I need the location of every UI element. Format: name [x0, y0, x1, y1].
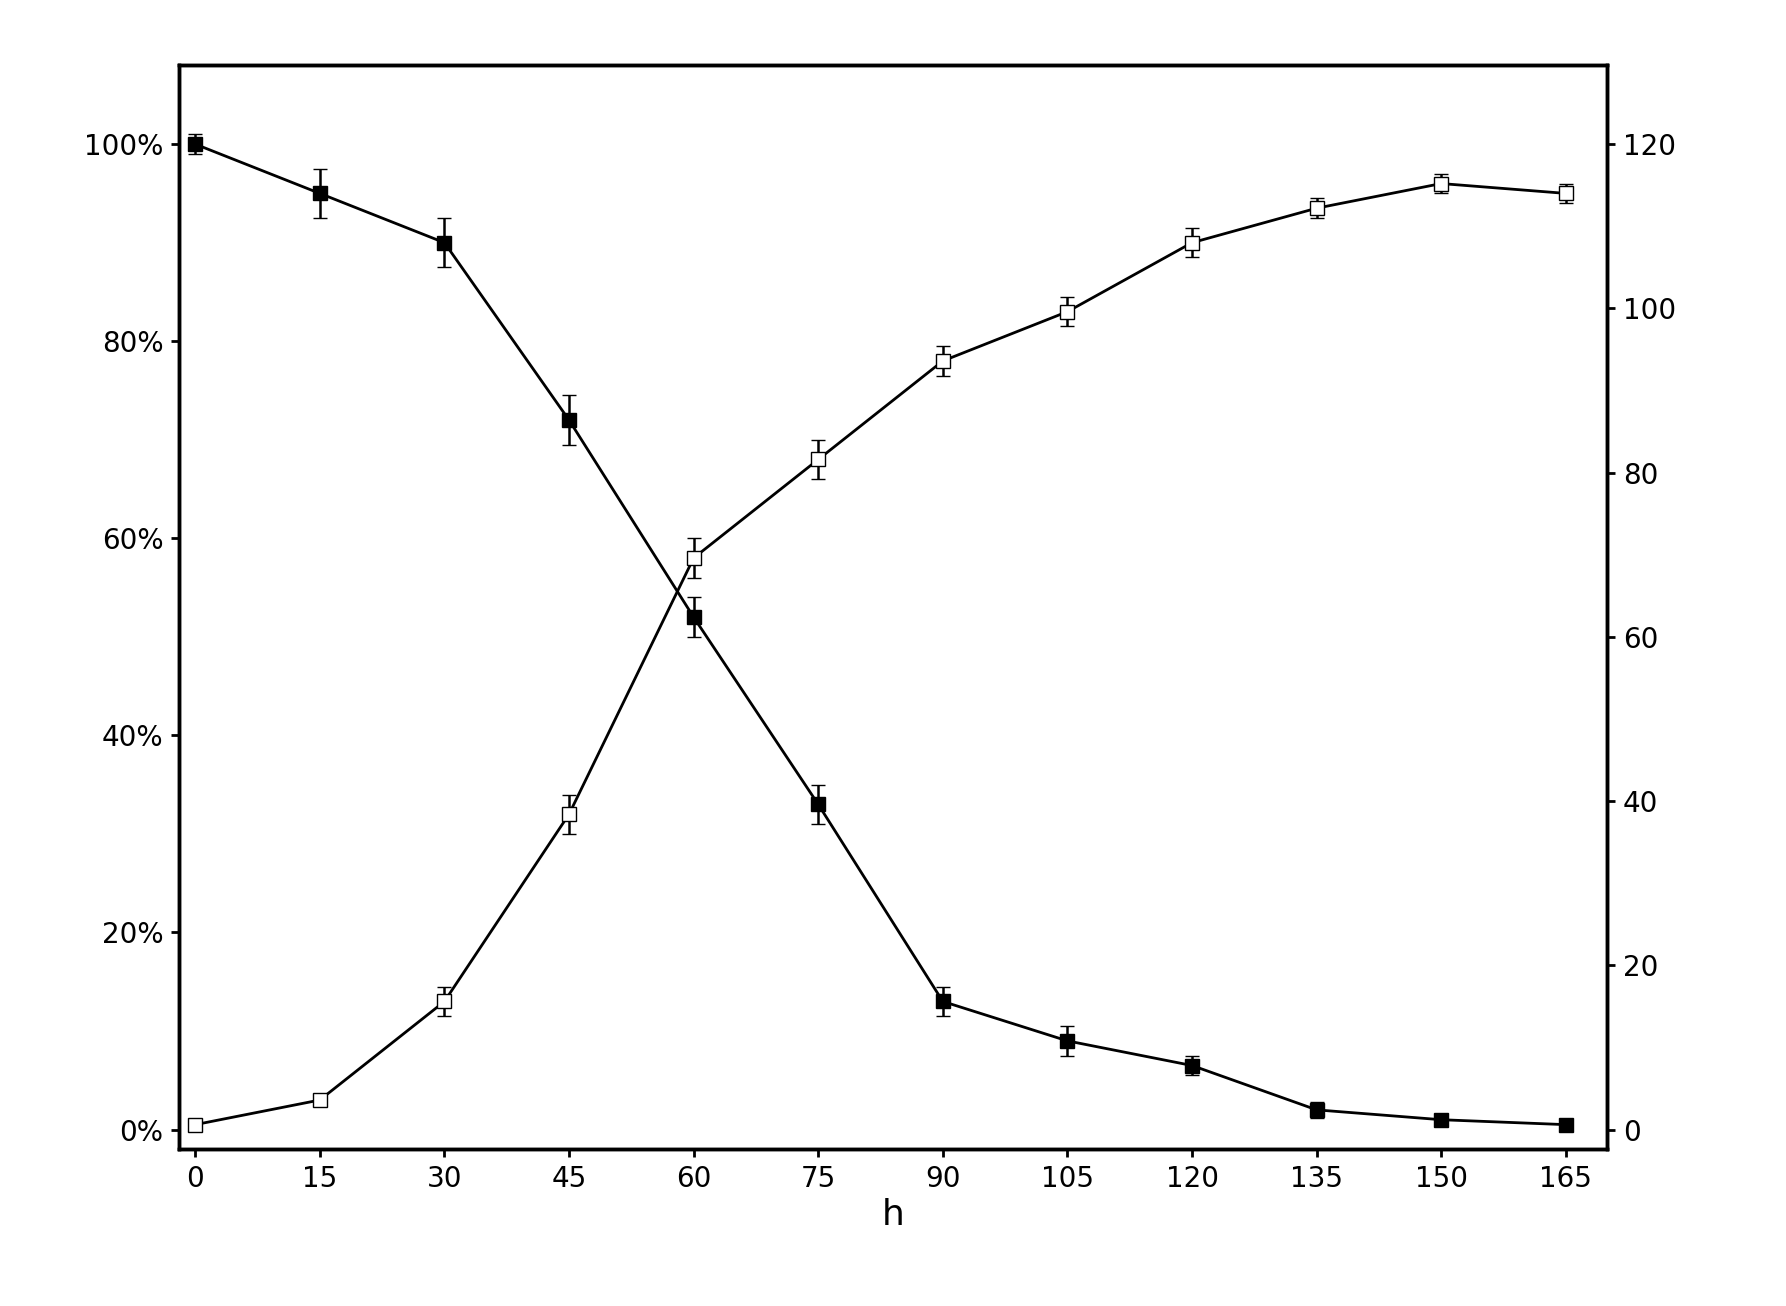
X-axis label: h: h — [882, 1198, 904, 1232]
